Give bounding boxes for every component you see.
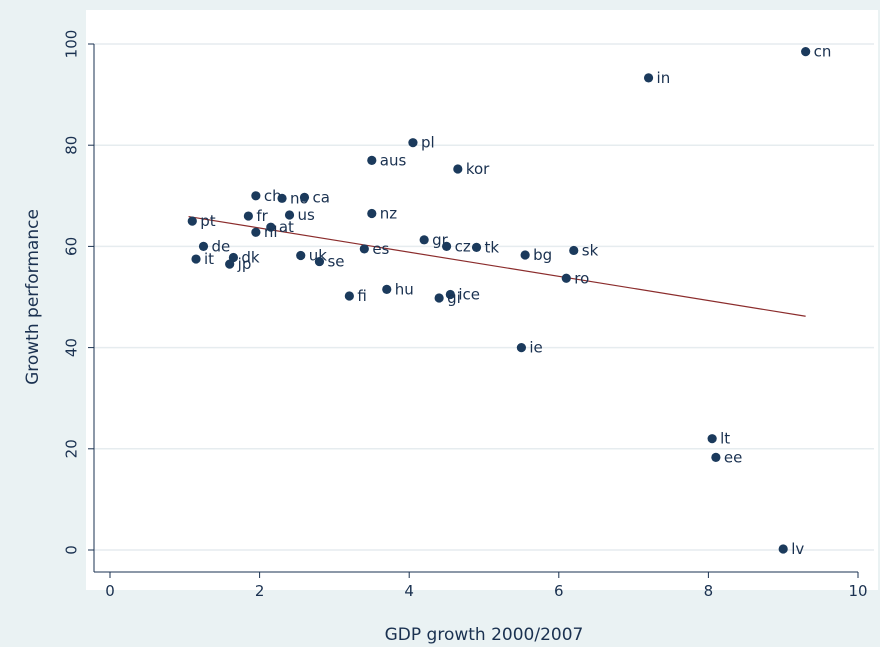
point-label-cz: cz [455, 237, 471, 255]
y-tick-label: 100 [63, 30, 81, 59]
y-axis-title: Growth performance [23, 209, 43, 385]
data-point-es [359, 244, 369, 254]
point-label-es: es [372, 240, 389, 258]
point-label-ie: ie [529, 339, 542, 357]
data-point-pt [187, 216, 197, 226]
data-point-nz [367, 208, 377, 219]
x-tick-label: 10 [848, 582, 867, 600]
point-label-dk: dk [241, 249, 260, 267]
data-point-lt [707, 434, 717, 444]
point-label-lv: lv [791, 540, 804, 558]
data-point-sk [569, 245, 579, 256]
data-point-gi [434, 293, 444, 303]
point-label-cn: cn [814, 43, 832, 61]
plot-area [86, 10, 878, 590]
point-label-ch: ch [264, 187, 282, 205]
data-point-hu [382, 284, 392, 295]
axes [93, 44, 858, 573]
data-point-se [314, 256, 325, 267]
point-label-in: in [657, 69, 671, 87]
data-point-in [643, 73, 654, 83]
data-point-bg [520, 250, 530, 260]
point-label-pt: pt [200, 212, 216, 230]
point-label-tk: tk [485, 238, 500, 256]
point-label-gi: gi [447, 289, 461, 307]
data-point-kor [453, 164, 463, 174]
x-tick-label: 8 [704, 582, 714, 600]
point-label-se: se [327, 253, 344, 271]
data-point-ch [251, 191, 261, 201]
data-point-at [266, 222, 276, 232]
y-tick-label: 60 [63, 237, 81, 256]
data-point-it [191, 254, 201, 264]
x-tick-label: 2 [255, 582, 265, 600]
data-point-cz [442, 241, 452, 251]
data-point-ro [561, 273, 571, 283]
point-label-hu: hu [395, 280, 414, 298]
point-label-bg: bg [533, 246, 552, 264]
point-label-sk: sk [582, 241, 599, 259]
y-tick-label: 20 [63, 439, 81, 458]
data-point-cn [801, 46, 811, 57]
ticks: 0 20 40 60 80 100 0 2 4 6 8 10 [63, 30, 868, 600]
data-point-us [284, 210, 295, 220]
x-axis-title: GDP growth 2000/2007 [385, 625, 584, 645]
point-label-aus: aus [380, 151, 407, 169]
data-point-no [277, 193, 287, 203]
y-tick-label: 80 [63, 136, 81, 155]
x-tick-label: 0 [105, 582, 115, 600]
data-point-fr [243, 211, 253, 221]
data-point-ice [445, 289, 455, 300]
point-label-nz: nz [380, 205, 398, 223]
point-label-lt: lt [720, 430, 730, 448]
point-label-ee: ee [724, 448, 742, 466]
point-label-jp: jp [237, 255, 252, 273]
point-label-fr: fr [256, 207, 268, 225]
data-point-gr [419, 235, 429, 245]
point-label-it: it [204, 250, 214, 268]
data-point-jp [225, 259, 235, 269]
fit-line [188, 215, 806, 317]
data-point-aus [367, 155, 377, 165]
data-point-uk [296, 250, 306, 261]
data-point-pl [408, 138, 418, 148]
data-point-ie [516, 343, 527, 353]
point-label-us: us [298, 206, 316, 224]
x-tick-label: 6 [554, 582, 564, 600]
data-point-ca [299, 192, 310, 202]
point-label-kor: kor [466, 160, 490, 178]
point-label-pl: pl [421, 134, 435, 152]
x-tick-label: 4 [404, 582, 414, 600]
data-point-de [198, 241, 209, 251]
point-label-ca: ca [312, 188, 329, 206]
point-label-at: at [279, 218, 294, 236]
point-label-nl: nl [264, 223, 278, 241]
point-label-ice: ice [458, 285, 480, 303]
data-point-lv [778, 544, 788, 554]
y-tick-label: 0 [63, 545, 81, 555]
y-tick-label: 40 [63, 338, 81, 357]
point-label-de: de [212, 237, 231, 255]
point-label-fi: fi [357, 287, 366, 305]
point-label-ro: ro [574, 269, 589, 287]
data-point-nl [251, 227, 261, 237]
gridlines [94, 43, 874, 551]
data-point-ee [711, 452, 721, 463]
data-point-tk [471, 242, 482, 253]
data-point-fi [344, 291, 354, 301]
